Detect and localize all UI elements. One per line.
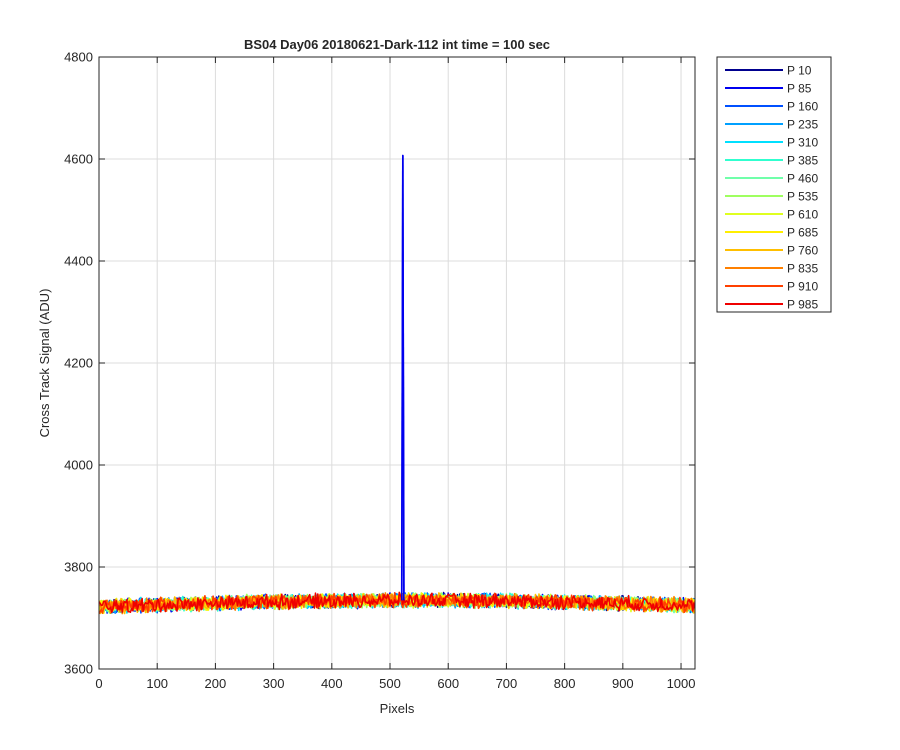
- x-tick-label: 300: [263, 676, 285, 691]
- grid: [99, 57, 695, 669]
- y-tick-label: 4600: [64, 152, 93, 167]
- legend: P 10 P 85 P 160 P 235 P 310 P 385 P 460 P 535 P …: [716, 56, 832, 313]
- series-line: [99, 591, 695, 614]
- x-axis-label: Pixels: [380, 701, 415, 716]
- legend-label: P 310: [787, 136, 818, 150]
- legend-label: P 535: [787, 190, 818, 204]
- x-tick-label: 500: [379, 676, 401, 691]
- legend-label: P 460: [787, 172, 818, 186]
- legend-label: P 685: [787, 226, 818, 240]
- spike-line: [402, 155, 405, 601]
- legend-label: P 160: [787, 100, 818, 114]
- y-axis-label: Cross Track Signal (ADU): [37, 289, 52, 438]
- chart-title: BS04 Day06 20180621-Dark-112 int time = …: [244, 37, 550, 52]
- x-tick-label: 400: [321, 676, 343, 691]
- legend-label: P 235: [787, 118, 818, 132]
- legend-label: P 385: [787, 154, 818, 168]
- y-tick-label: 4200: [64, 356, 93, 371]
- series-line: [99, 592, 695, 614]
- x-tick-label: 600: [437, 676, 459, 691]
- y-tick-label: 4400: [64, 254, 93, 269]
- legend-label: P 10: [787, 64, 812, 78]
- x-tick-label: 900: [612, 676, 634, 691]
- x-tick-label: 1000: [667, 676, 696, 691]
- axis-ticks: 0 100 200 300 400 500 600 700 800 900 1000 3600 3800…: [64, 50, 695, 692]
- legend-label: P 985: [787, 298, 818, 312]
- legend-label: P 760: [787, 244, 818, 258]
- x-tick-label: 800: [554, 676, 576, 691]
- x-tick-label: 0: [95, 676, 102, 691]
- legend-label: P 835: [787, 262, 818, 276]
- series-group: [99, 154, 695, 615]
- legend-label: P 910: [787, 280, 818, 294]
- y-tick-label: 3800: [64, 560, 93, 575]
- x-tick-label: 700: [496, 676, 518, 691]
- legend-label: P 85: [787, 82, 812, 96]
- legend-box: [716, 56, 832, 313]
- y-tick-label: 3600: [64, 662, 93, 677]
- y-tick-label: 4800: [64, 50, 93, 65]
- legend-label: P 610: [787, 208, 818, 222]
- y-tick-label: 4000: [64, 458, 93, 473]
- x-tick-label: 100: [146, 676, 168, 691]
- x-tick-label: 200: [205, 676, 227, 691]
